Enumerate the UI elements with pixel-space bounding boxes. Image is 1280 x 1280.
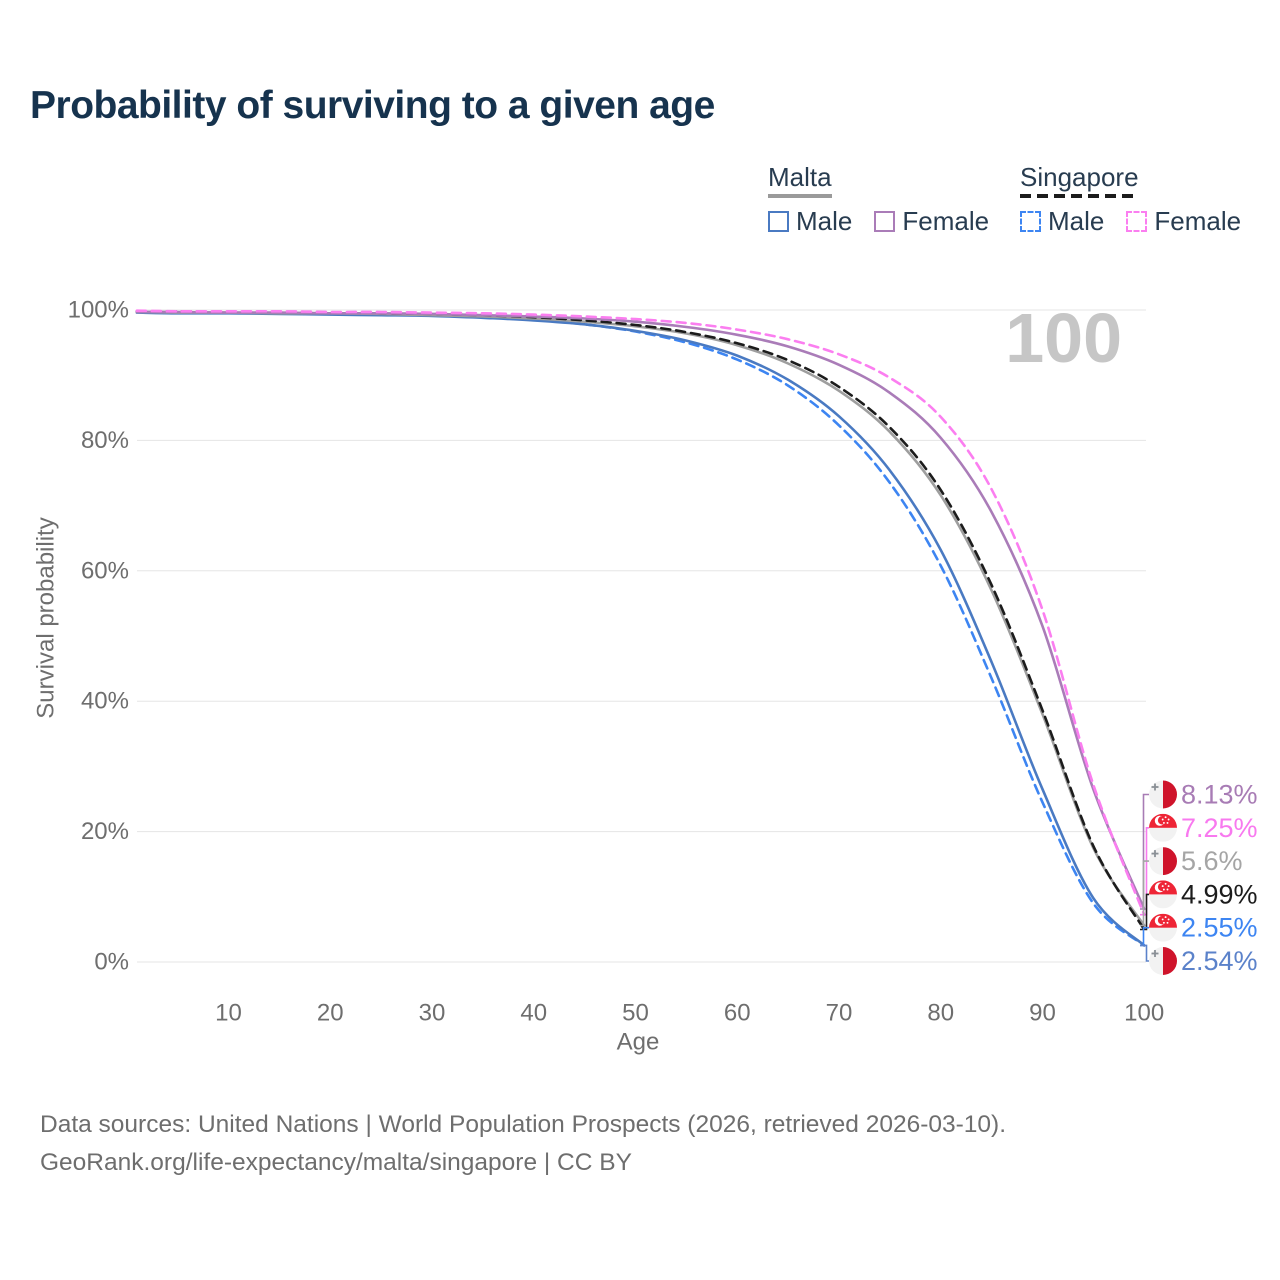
legend-group-malta-header[interactable]: Malta: [768, 162, 832, 198]
legend-item-label: Female: [1154, 206, 1242, 236]
page-title: Probability of surviving to a given age: [30, 84, 715, 127]
end-label-connector: [1140, 793, 1149, 910]
end-label-malta-female[interactable]: 8.13%: [1140, 780, 1258, 910]
legend-item-singapore-male[interactable]: Male: [1020, 206, 1104, 237]
x-tick-label: 50: [622, 1000, 649, 1027]
x-tick-label: 70: [826, 1000, 853, 1027]
footer: Data sources: United Nations | World Pop…: [40, 1106, 1006, 1182]
legend-item-label: Male: [1048, 206, 1105, 236]
y-tick-label: 80%: [81, 427, 129, 454]
end-label-connector: [1140, 944, 1149, 962]
series-line-singapore[interactable]: [135, 309, 1146, 931]
end-label-connector: [1140, 860, 1149, 927]
malta-flag-icon: [1149, 947, 1177, 975]
singapore-male-swatch-icon: [1020, 211, 1041, 232]
singapore-female-swatch-icon: [1126, 211, 1148, 232]
singapore-flag-icon: [1149, 880, 1177, 909]
malta-female-swatch-icon: [874, 211, 896, 232]
x-tick-label: 100: [1124, 1000, 1164, 1027]
x-tick-label: 20: [317, 1000, 344, 1027]
series-line-malta[interactable]: [135, 310, 1146, 927]
legend-item-malta-male[interactable]: Male: [768, 206, 852, 237]
legend-group-singapore: Singapore Male Female: [1020, 162, 1241, 237]
singapore-flag-icon: [1149, 913, 1177, 942]
end-label-malta[interactable]: 5.6%: [1140, 846, 1243, 927]
age-watermark-label: 100: [1005, 299, 1122, 377]
end-label-value: 4.99%: [1181, 879, 1258, 909]
attribution-note: GeoRank.org/life-expectancy/malta/singap…: [40, 1149, 632, 1176]
legend-group-malta-title: Malta: [768, 162, 832, 192]
x-tick-label: 40: [520, 1000, 547, 1027]
data-sources-note: Data sources: United Nations | World Pop…: [40, 1111, 1007, 1138]
legend-group-singapore-title: Singapore: [1020, 162, 1139, 192]
end-label-singapore-male[interactable]: 2.55%: [1140, 913, 1258, 947]
x-tick-label: 90: [1029, 1000, 1056, 1027]
end-label-value: 8.13%: [1181, 780, 1258, 810]
y-tick-label: 60%: [81, 557, 129, 584]
malta-line-style-swatch: [768, 194, 832, 198]
y-axis-title: Survival probability: [33, 517, 60, 718]
legend-item-singapore-female[interactable]: Female: [1126, 206, 1241, 237]
y-tick-label: 40%: [81, 688, 129, 715]
malta-flag-icon: [1149, 780, 1177, 809]
y-tick-label: 0%: [94, 949, 129, 976]
x-tick-label: 60: [724, 1000, 751, 1027]
malta-flag-icon: [1149, 847, 1177, 876]
x-tick-label: 80: [927, 1000, 954, 1027]
series-line-malta-female[interactable]: [135, 310, 1146, 911]
legend-item-label: Female: [902, 206, 990, 236]
end-label-value: 2.55%: [1181, 913, 1258, 943]
legend-item-label: Male: [796, 206, 853, 236]
malta-male-swatch-icon: [768, 211, 789, 232]
singapore-line-style-swatch: [1020, 194, 1139, 198]
singapore-flag-icon: [1149, 813, 1177, 842]
legend-group-malta: Malta Male Female: [768, 162, 989, 237]
x-tick-label: 10: [215, 1000, 242, 1027]
series-line-malta-male[interactable]: [135, 311, 1146, 947]
end-label-value: 2.54%: [1181, 946, 1258, 976]
y-tick-label: 100%: [68, 297, 129, 324]
end-label-value: 5.6%: [1181, 846, 1243, 876]
x-tick-label: 30: [419, 1000, 446, 1027]
series-line-singapore-male[interactable]: [135, 310, 1146, 947]
end-label-malta-male[interactable]: 2.54%: [1140, 944, 1258, 976]
series-line-singapore-female[interactable]: [135, 309, 1146, 916]
legend-group-singapore-header[interactable]: Singapore: [1020, 162, 1139, 198]
end-label-singapore-female[interactable]: 7.25%: [1140, 813, 1258, 916]
legend-item-malta-female[interactable]: Female: [874, 206, 989, 237]
end-label-singapore[interactable]: 4.99%: [1140, 879, 1258, 931]
x-axis-title: Age: [617, 1029, 660, 1056]
end-label-value: 7.25%: [1181, 813, 1258, 843]
y-tick-label: 20%: [81, 818, 129, 845]
